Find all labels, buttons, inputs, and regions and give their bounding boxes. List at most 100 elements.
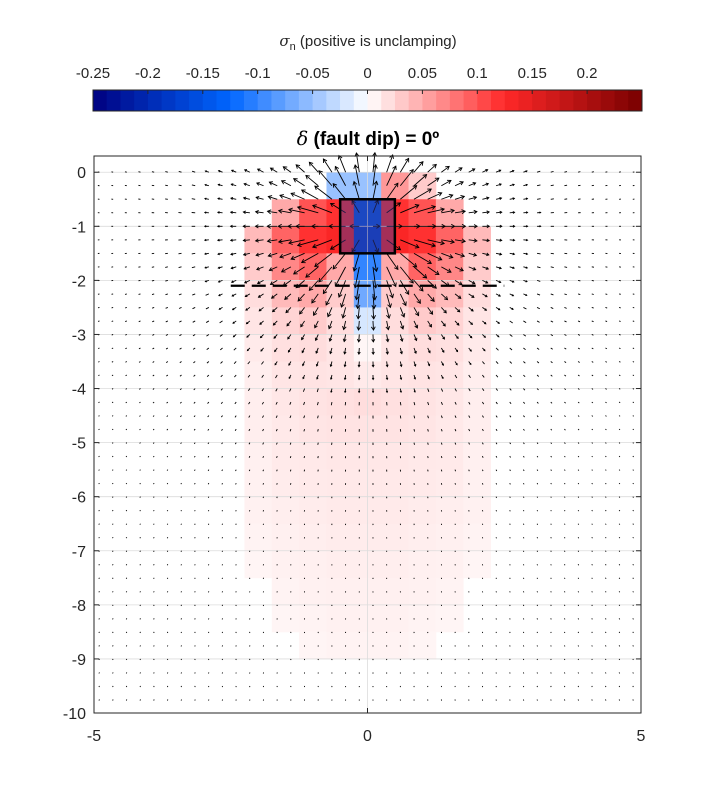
vector-arrow xyxy=(334,166,347,186)
vector-arrow xyxy=(399,320,404,330)
vector-arrow xyxy=(454,415,457,419)
vector-arrow xyxy=(618,482,621,485)
vector-arrow xyxy=(591,577,593,580)
vector-arrow xyxy=(454,374,458,379)
colorbar-segment xyxy=(106,90,121,111)
vector-arrowhead xyxy=(308,286,314,291)
vector-arrow xyxy=(180,469,182,471)
vector-arrow xyxy=(207,455,210,458)
vector-arrow xyxy=(454,252,465,257)
vector-arrow xyxy=(98,564,100,566)
vector-arrow xyxy=(413,334,417,341)
vector-arrow xyxy=(258,293,264,298)
vector-arrowhead xyxy=(292,178,298,183)
vector-arrow xyxy=(244,279,251,284)
vector-arrowhead xyxy=(216,224,220,228)
vector-arrow xyxy=(399,401,402,406)
vector-arrowhead xyxy=(356,338,361,343)
vector-arrowhead xyxy=(498,169,502,173)
vector-arrow xyxy=(577,442,580,444)
vector-arrow xyxy=(330,415,333,419)
vector-arrowhead xyxy=(254,224,259,229)
vector-arrow xyxy=(413,401,416,406)
vector-arrowhead xyxy=(242,238,246,243)
vector-arrow xyxy=(523,442,525,445)
vector-arrowhead xyxy=(273,336,277,339)
vector-arrowhead xyxy=(288,207,293,213)
vector-arrow xyxy=(522,537,525,539)
vector-arrowhead xyxy=(485,169,489,172)
vector-arrow xyxy=(632,482,634,485)
vector-arrow xyxy=(152,374,155,377)
vector-arrowhead xyxy=(399,390,402,394)
vector-arrowhead xyxy=(512,252,516,256)
vector-arrow xyxy=(440,428,443,432)
overlays xyxy=(230,198,505,287)
vector-arrowhead xyxy=(216,238,220,242)
chart-title: δ (fault dip) = 0º xyxy=(297,128,439,150)
vector-arrow xyxy=(536,307,541,310)
vector-arrow xyxy=(325,293,333,306)
heatmap-cell xyxy=(244,334,273,362)
vector-arrow xyxy=(632,645,634,647)
vector-arrowhead xyxy=(243,169,248,172)
vector-arrow xyxy=(509,442,512,445)
vector-arrow xyxy=(468,388,471,392)
heatmap-cell xyxy=(271,442,300,471)
vector-arrow xyxy=(98,428,100,431)
vector-arrowhead xyxy=(422,274,428,279)
vector-arrowhead xyxy=(499,224,503,228)
colorbar-title: σn (positive is unclamping) xyxy=(279,32,456,53)
vector-arrow xyxy=(591,550,593,552)
vector-arrow xyxy=(509,320,513,324)
vector-arrow xyxy=(399,158,410,173)
vector-arrow xyxy=(166,428,169,431)
vector-arrowhead xyxy=(416,299,421,304)
heatmap-cell xyxy=(381,361,409,389)
vector-arrow xyxy=(180,428,182,431)
vector-arrow xyxy=(301,189,319,200)
vector-arrowhead xyxy=(399,338,404,342)
vector-arrow xyxy=(357,307,360,319)
vector-arrow xyxy=(166,618,169,620)
vector-arrowhead xyxy=(330,390,333,394)
vector-arrowhead xyxy=(218,307,221,310)
colorbar-tick-label: -0.1 xyxy=(245,65,271,82)
vector-arrowhead xyxy=(440,207,446,213)
vector-arrowhead xyxy=(498,280,502,284)
vector-arrow xyxy=(314,320,319,328)
vector-arrowhead xyxy=(349,223,354,229)
vector-arrow xyxy=(577,523,580,525)
vector-arrowhead xyxy=(422,174,428,179)
vector-arrowhead xyxy=(308,161,314,167)
vector-arrow xyxy=(166,469,169,471)
vector-arrow xyxy=(138,306,141,309)
vector-arrow xyxy=(257,279,264,284)
vector-arrow xyxy=(330,401,333,406)
vector-arrow xyxy=(278,239,291,243)
vector-arrow xyxy=(194,496,196,498)
vector-arrow xyxy=(481,401,485,405)
colorbar-title-subscript: n xyxy=(290,41,296,53)
vector-arrow xyxy=(153,469,155,471)
vector-arrow xyxy=(192,307,196,310)
vector-arrowhead xyxy=(329,364,333,368)
vector-arrow xyxy=(523,320,527,324)
vector-arrow xyxy=(311,293,319,304)
vector-arrow xyxy=(605,685,607,688)
vector-arrow xyxy=(618,306,621,309)
vector-arrowhead xyxy=(373,267,379,273)
vector-arrowhead xyxy=(229,238,233,242)
vector-arrow xyxy=(221,482,223,485)
vector-arrowhead xyxy=(259,335,263,339)
y-tick-label: -1 xyxy=(72,219,86,236)
vector-arrow xyxy=(618,672,621,674)
vector-arrowhead xyxy=(371,364,375,368)
vector-arrow xyxy=(427,334,431,340)
vector-arrowhead xyxy=(256,182,260,186)
vector-arrow xyxy=(293,266,305,275)
vector-arrow xyxy=(125,509,128,512)
vector-arrow xyxy=(111,320,114,322)
heatmap-cell xyxy=(381,442,409,471)
vector-arrowhead xyxy=(334,165,340,171)
